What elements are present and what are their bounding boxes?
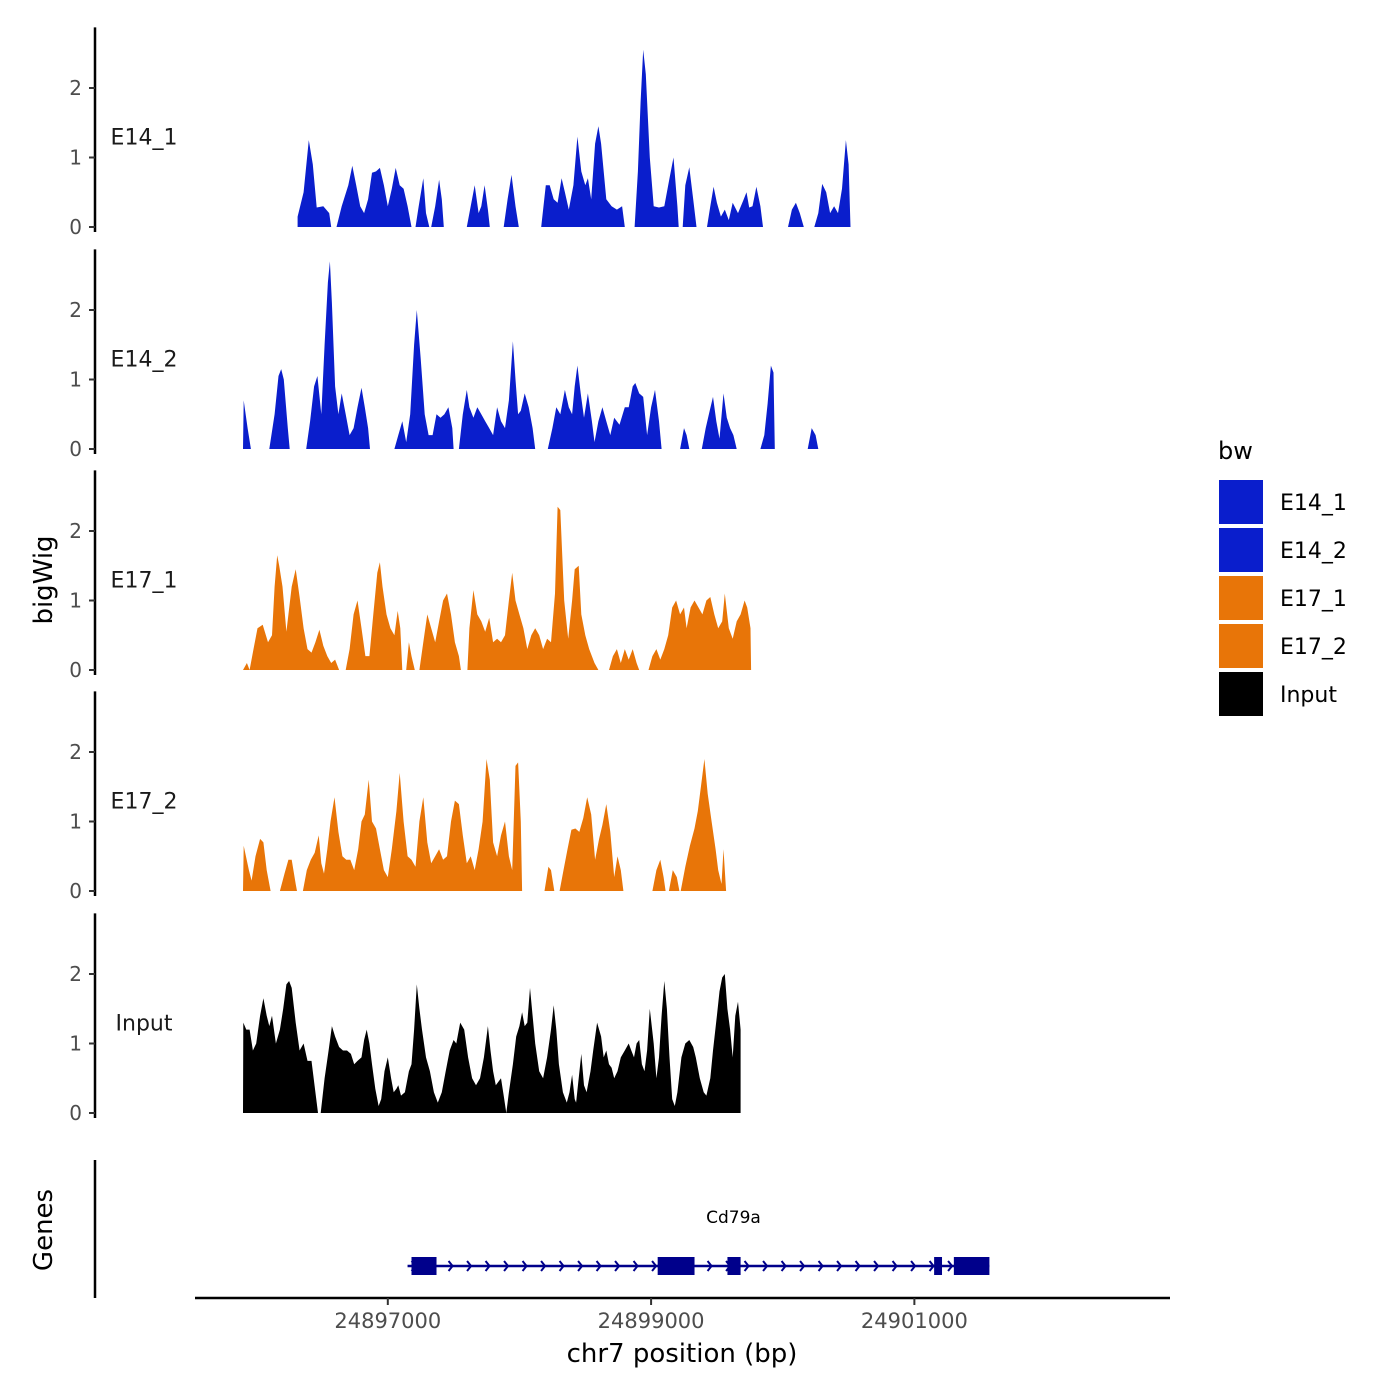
legend-swatch	[1219, 624, 1263, 668]
strand-arrow	[799, 1260, 806, 1272]
strand-arrow	[762, 1260, 769, 1272]
tracks-panel: 0 1 2 E14_1 0 1 2 E14_2 0 1 2 E17_1 0 1 2 E17_2 0 1 2 Input	[69, 27, 851, 1125]
legend-swatch	[1219, 672, 1263, 716]
y-tick-label: 2	[69, 740, 82, 764]
track-e14_2: 0 1 2 E14_2	[69, 249, 819, 461]
strand-arrow	[854, 1260, 861, 1272]
y-tick-label: 1	[69, 589, 82, 613]
genes-axis-title: Genes	[29, 1189, 59, 1271]
y-tick-label: 2	[69, 962, 82, 986]
x-axis-title: chr7 position (bp)	[567, 1339, 798, 1369]
strand-arrow	[447, 1260, 454, 1272]
legend: bw E14_1 E14_2 E17_1 E17_2 Input	[1218, 437, 1347, 716]
track-input: 0 1 2 Input	[69, 913, 741, 1125]
coverage-area	[297, 49, 851, 227]
coverage-area	[243, 759, 727, 891]
legend-swatch	[1219, 576, 1263, 620]
strand-arrow	[466, 1260, 473, 1272]
exon-block	[657, 1257, 695, 1275]
track-label: E17_2	[111, 790, 178, 815]
strand-arrow	[614, 1260, 621, 1272]
strand-arrow	[706, 1260, 713, 1272]
y-tick-label: 2	[69, 519, 82, 543]
coverage-area	[243, 506, 752, 670]
track-e17_2: 0 1 2 E17_2	[69, 691, 727, 903]
strand-arrow	[521, 1260, 528, 1272]
y-tick-label: 0	[69, 215, 82, 239]
track-label: E17_1	[111, 569, 178, 594]
legend-label: E14_2	[1280, 539, 1347, 564]
track-label: E14_2	[111, 348, 178, 373]
genes-panel: Cd79a	[93, 1160, 990, 1298]
strand-arrow	[891, 1260, 898, 1272]
gene-model: Cd79a	[407, 1208, 990, 1275]
strand-arrow	[947, 1260, 954, 1272]
exon-block	[934, 1257, 943, 1275]
strand-arrow	[910, 1260, 917, 1272]
legend-label: E17_2	[1280, 635, 1347, 660]
legend-title: bw	[1218, 437, 1253, 465]
y-tick-label: 0	[69, 1101, 82, 1125]
legend-label: E17_1	[1280, 587, 1347, 612]
y-tick-label: 0	[69, 437, 82, 461]
strand-arrow	[503, 1260, 510, 1272]
strand-arrow	[540, 1260, 547, 1272]
strand-arrow	[928, 1260, 935, 1272]
exon-block	[411, 1257, 437, 1275]
y-tick-label: 1	[69, 1032, 82, 1056]
y-tick-label: 1	[69, 810, 82, 834]
x-tick-label: 24899000	[598, 1309, 705, 1333]
y-tick-label: 0	[69, 658, 82, 682]
strand-arrow	[595, 1260, 602, 1272]
strand-arrow	[743, 1260, 750, 1272]
strand-arrow	[873, 1260, 880, 1272]
gene-label: Cd79a	[706, 1208, 761, 1228]
x-tick-label: 24901000	[861, 1309, 968, 1333]
strand-arrow	[632, 1260, 639, 1272]
strand-arrow	[780, 1260, 787, 1272]
track-label: E14_1	[111, 126, 178, 151]
exon-block	[953, 1257, 990, 1275]
track-e14_1: 0 1 2 E14_1	[69, 27, 851, 239]
strand-arrow	[484, 1260, 491, 1272]
legend-label: E14_1	[1280, 491, 1347, 516]
legend-swatch	[1219, 480, 1263, 524]
x-tick-label: 24897000	[334, 1309, 441, 1333]
coverage-area	[243, 974, 741, 1113]
track-e17_1: 0 1 2 E17_1	[69, 470, 752, 682]
exon-block	[727, 1257, 741, 1275]
strand-arrow	[577, 1260, 584, 1272]
y-tick-label: 1	[69, 368, 82, 392]
y-tick-label: 2	[69, 298, 82, 322]
y-axis-title: bigWig	[29, 535, 59, 624]
track-label: Input	[116, 1012, 173, 1037]
y-tick-label: 2	[69, 76, 82, 100]
x-axis: 24897000 24899000 24901000	[195, 1296, 1170, 1333]
y-tick-label: 1	[69, 146, 82, 170]
legend-label: Input	[1280, 683, 1337, 708]
strand-arrow	[836, 1260, 843, 1272]
strand-arrow	[651, 1260, 658, 1272]
y-tick-label: 0	[69, 879, 82, 903]
strand-arrow	[817, 1260, 824, 1272]
legend-swatch	[1219, 528, 1263, 572]
strand-arrow	[558, 1260, 565, 1272]
